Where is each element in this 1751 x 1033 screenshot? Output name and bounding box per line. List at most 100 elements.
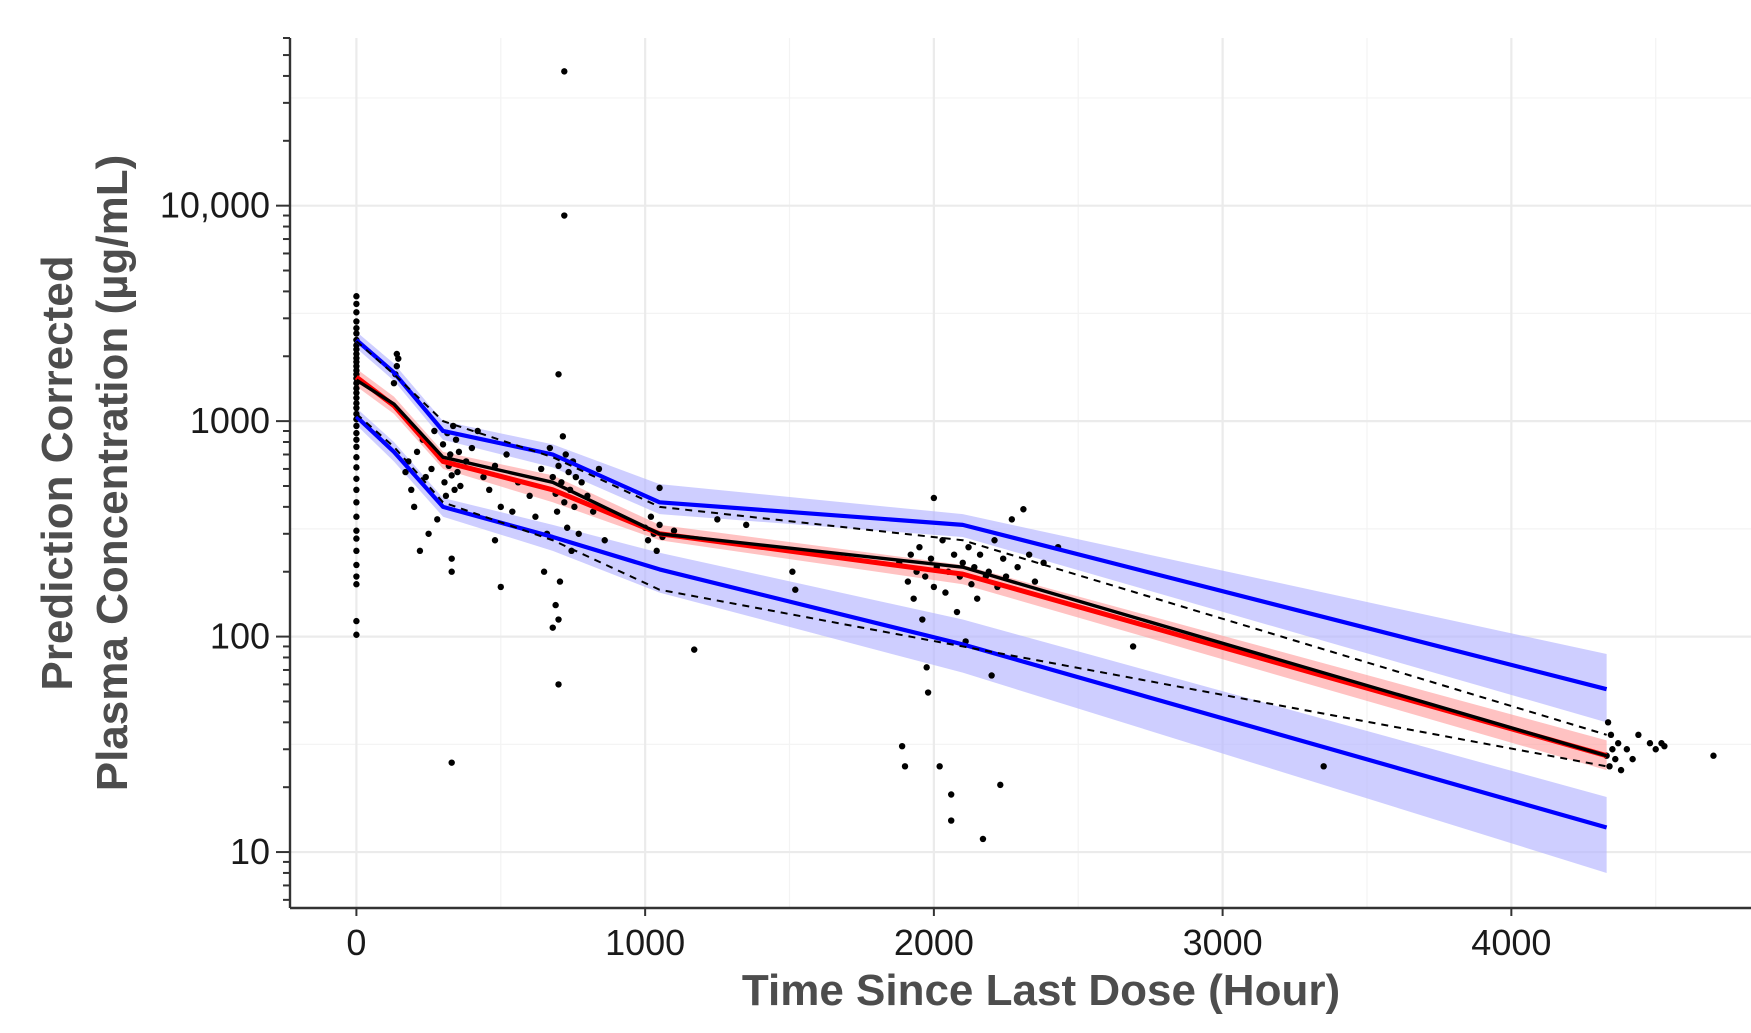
observed-point [555, 681, 562, 688]
observed-point [393, 362, 401, 370]
observed-point [451, 486, 458, 494]
observed-point [454, 468, 461, 476]
observed-point [532, 513, 539, 520]
predicted-5th-percentile-line [354, 415, 1608, 830]
observed-point [1606, 763, 1613, 770]
observed-point [353, 573, 360, 580]
predicted-5th-percentile-ci-band [356, 408, 1607, 873]
observed-point [526, 492, 533, 500]
observed-point [743, 521, 750, 529]
observed-point [353, 513, 360, 520]
observed-point [562, 451, 569, 458]
observed-median-line [355, 378, 1608, 758]
observed-point [656, 521, 663, 529]
observed-point [546, 444, 554, 452]
predicted-95th-percentile-line [355, 338, 1608, 692]
observed-point [953, 608, 961, 616]
observed-point [595, 465, 603, 473]
observed-point [653, 547, 660, 555]
observed-point [976, 551, 984, 558]
observed-point [1014, 563, 1021, 571]
x-tick-label: 4000 [1471, 922, 1551, 963]
observed-point [402, 468, 409, 476]
observed-point [561, 499, 568, 506]
observed-point [413, 448, 421, 456]
confidence-bands [356, 331, 1607, 873]
observed-point [991, 537, 998, 544]
observed-point [457, 482, 464, 490]
observed-point [448, 472, 455, 479]
observed-point [455, 448, 463, 456]
observed-point [497, 583, 504, 591]
observed-point [965, 543, 972, 551]
observed-point [904, 578, 912, 585]
observed-point [936, 763, 943, 770]
y-axis-title-line-1: Prediction Corrected [33, 255, 82, 690]
observed-point [441, 479, 448, 486]
observed-point [353, 631, 360, 638]
observed-point [552, 601, 559, 609]
observed-point [442, 492, 450, 500]
observed-point [670, 527, 678, 534]
observed-point [497, 503, 504, 511]
observed-point [1008, 516, 1016, 523]
observed-point [656, 484, 663, 492]
y-tick-label: 10 [230, 831, 270, 872]
observed-point [390, 379, 398, 387]
observed-point [1623, 746, 1631, 753]
observed-point [555, 616, 562, 623]
observed-point [561, 212, 568, 219]
observed-point [979, 835, 987, 843]
y-tick-label: 1000 [190, 400, 270, 441]
observed-5th-percentile-line [355, 413, 1607, 768]
observed-point [1629, 755, 1636, 763]
observed-point [1635, 731, 1642, 739]
observed-point [555, 462, 562, 470]
observed-point [571, 503, 578, 511]
observed-point [1025, 551, 1033, 558]
observed-point [563, 524, 571, 531]
observed-point [353, 394, 360, 402]
observed-point [353, 293, 360, 300]
observed-point [999, 555, 1007, 562]
observed-point [353, 547, 360, 555]
observed-point [353, 422, 360, 430]
observed-point [353, 561, 360, 569]
observed-point [447, 451, 454, 458]
observed-point [353, 300, 360, 308]
observed-point [1652, 746, 1659, 753]
observed-point [789, 568, 796, 575]
observed-point [919, 616, 926, 623]
observed-point [589, 508, 597, 515]
observed-point [907, 551, 914, 558]
observed-point [393, 350, 401, 358]
observed-point [448, 759, 455, 766]
observed-point [927, 555, 935, 562]
observed-point [353, 486, 360, 494]
observed-point [509, 508, 516, 515]
observed-point [556, 578, 564, 585]
observed-point [353, 330, 360, 337]
x-tick-label: 1000 [605, 922, 685, 963]
observed-point [549, 473, 556, 481]
observed-point [922, 573, 929, 580]
observed-point [959, 559, 966, 567]
observed-point [410, 503, 418, 511]
x-tick-label: 3000 [1183, 922, 1263, 963]
percentile-lines [354, 338, 1608, 830]
observed-point [448, 555, 455, 562]
observed-point [691, 646, 698, 653]
predicted-95th-percentile-ci-band [356, 331, 1607, 723]
observed-point [1612, 755, 1619, 763]
observed-point [353, 527, 360, 534]
observed-point [353, 429, 360, 437]
axes [288, 38, 1751, 910]
observed-point [1020, 506, 1027, 513]
observed-point [559, 433, 567, 440]
observed-point [431, 427, 438, 435]
observed-point [537, 465, 545, 473]
observed-point [1614, 740, 1622, 747]
observed-point [942, 589, 949, 596]
